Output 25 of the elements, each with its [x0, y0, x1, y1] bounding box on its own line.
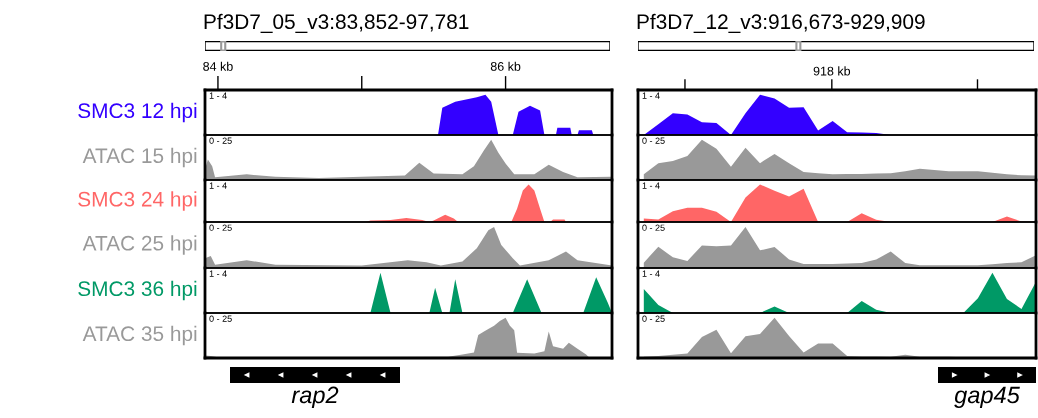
annotation: 0 - 25: [209, 137, 232, 144]
chart-title: Pf3D7_12_v3:916,673-929,909: [637, 13, 925, 34]
annotation: 0 - 25: [642, 315, 665, 322]
series-label: ATAC 25 hpi: [82, 235, 197, 255]
x-tick-label: 84 kb: [203, 61, 233, 71]
chart-title: Pf3D7_05_v3:83,852-97,781: [204, 13, 469, 34]
annotation: 0 - 25: [642, 224, 665, 231]
text: rap2: [291, 386, 339, 409]
series-label: SMC3 12 hpi: [78, 102, 197, 123]
annotation: 1 - 4: [209, 182, 227, 189]
annotation: 1 - 4: [642, 182, 660, 189]
series-label: SMC3 36 hpi: [78, 280, 197, 301]
series-label: SMC3 24 hpi: [78, 191, 197, 211]
text: 918 kb: [813, 66, 851, 76]
series-label: ATAC 35 hpi: [82, 325, 197, 346]
annotation: 1 - 4: [642, 270, 660, 277]
annotation: 1 - 4: [642, 92, 660, 99]
annotation: 0 - 25: [642, 137, 665, 144]
annotation: 0 - 25: [209, 315, 232, 322]
annotation: 0 - 25: [209, 224, 232, 231]
annotation: 1 - 4: [209, 270, 227, 277]
text: gap45: [954, 386, 1020, 409]
x-tick-label: 86 kb: [490, 61, 521, 71]
series-label: ATAC 15 hpi: [82, 147, 197, 168]
annotation: 1 - 4: [209, 92, 227, 99]
